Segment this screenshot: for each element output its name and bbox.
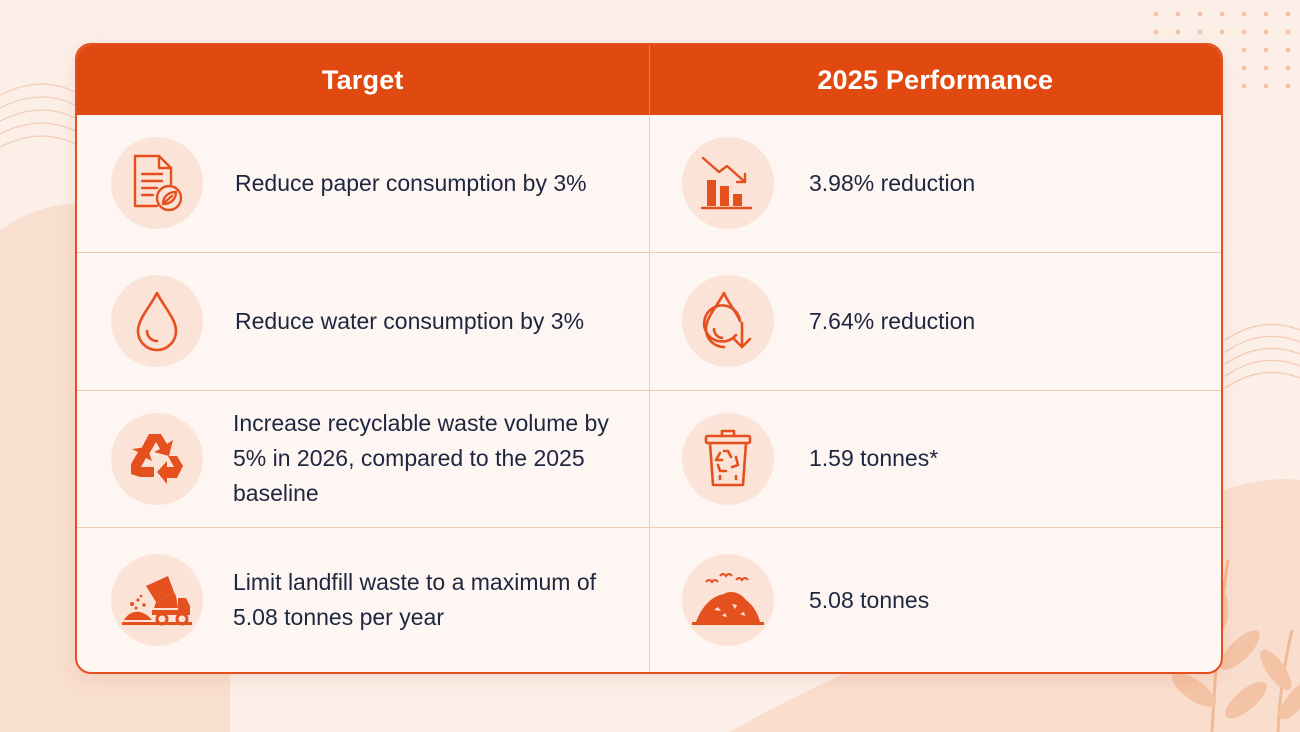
performance-text: 1.59 tonnes* <box>809 445 939 472</box>
landfill-mound-icon <box>682 554 774 647</box>
dump-truck-icon <box>111 554 203 647</box>
table-row: Limit landfill waste to a maximum of 5.0… <box>77 527 1221 672</box>
performance-text: 3.98% reduction <box>809 169 976 196</box>
recycling-bin-icon <box>682 412 774 505</box>
performance-text: 7.64% reduction <box>809 307 976 334</box>
target-text: Increase recyclable waste volume by 5% i… <box>233 410 609 507</box>
performance-cell: 5.08 tonnes <box>649 528 1221 672</box>
recycle-icon <box>111 412 203 505</box>
target-cell: Limit landfill waste to a maximum of 5.0… <box>77 528 649 672</box>
table-row: Reduce paper consumption by 3% 3.98% red… <box>77 115 1221 252</box>
column-header-performance: 2025 Performance <box>648 45 1222 115</box>
document-leaf-icon <box>111 137 203 230</box>
table-row: Increase recyclable waste volume by 5% i… <box>77 389 1221 528</box>
performance-cell: 3.98% reduction <box>649 115 1221 252</box>
target-cell: Increase recyclable waste volume by 5% i… <box>77 391 649 528</box>
target-text: Reduce water consumption by 3% <box>235 307 585 334</box>
target-cell: Reduce water consumption by 3% <box>77 253 649 390</box>
declining-bar-chart-icon <box>682 137 774 230</box>
performance-cell: 7.64% reduction <box>649 252 1221 390</box>
targets-table: Target 2025 Performance <box>75 43 1223 674</box>
target-cell: Reduce paper consumption by 3% <box>77 115 649 252</box>
table-row: Reduce water consumption by 3% 7.64% red… <box>77 251 1221 390</box>
water-drop-down-arrow-icon <box>682 275 774 368</box>
table-header: Target 2025 Performance <box>77 45 1221 115</box>
performance-cell: 1.59 tonnes* <box>649 390 1221 528</box>
performance-text: 5.08 tonnes <box>809 586 930 613</box>
column-header-target: Target <box>321 64 404 95</box>
target-text: Limit landfill waste to a maximum of 5.0… <box>233 569 597 631</box>
target-text: Reduce paper consumption by 3% <box>235 169 587 196</box>
water-drop-icon <box>111 275 203 368</box>
